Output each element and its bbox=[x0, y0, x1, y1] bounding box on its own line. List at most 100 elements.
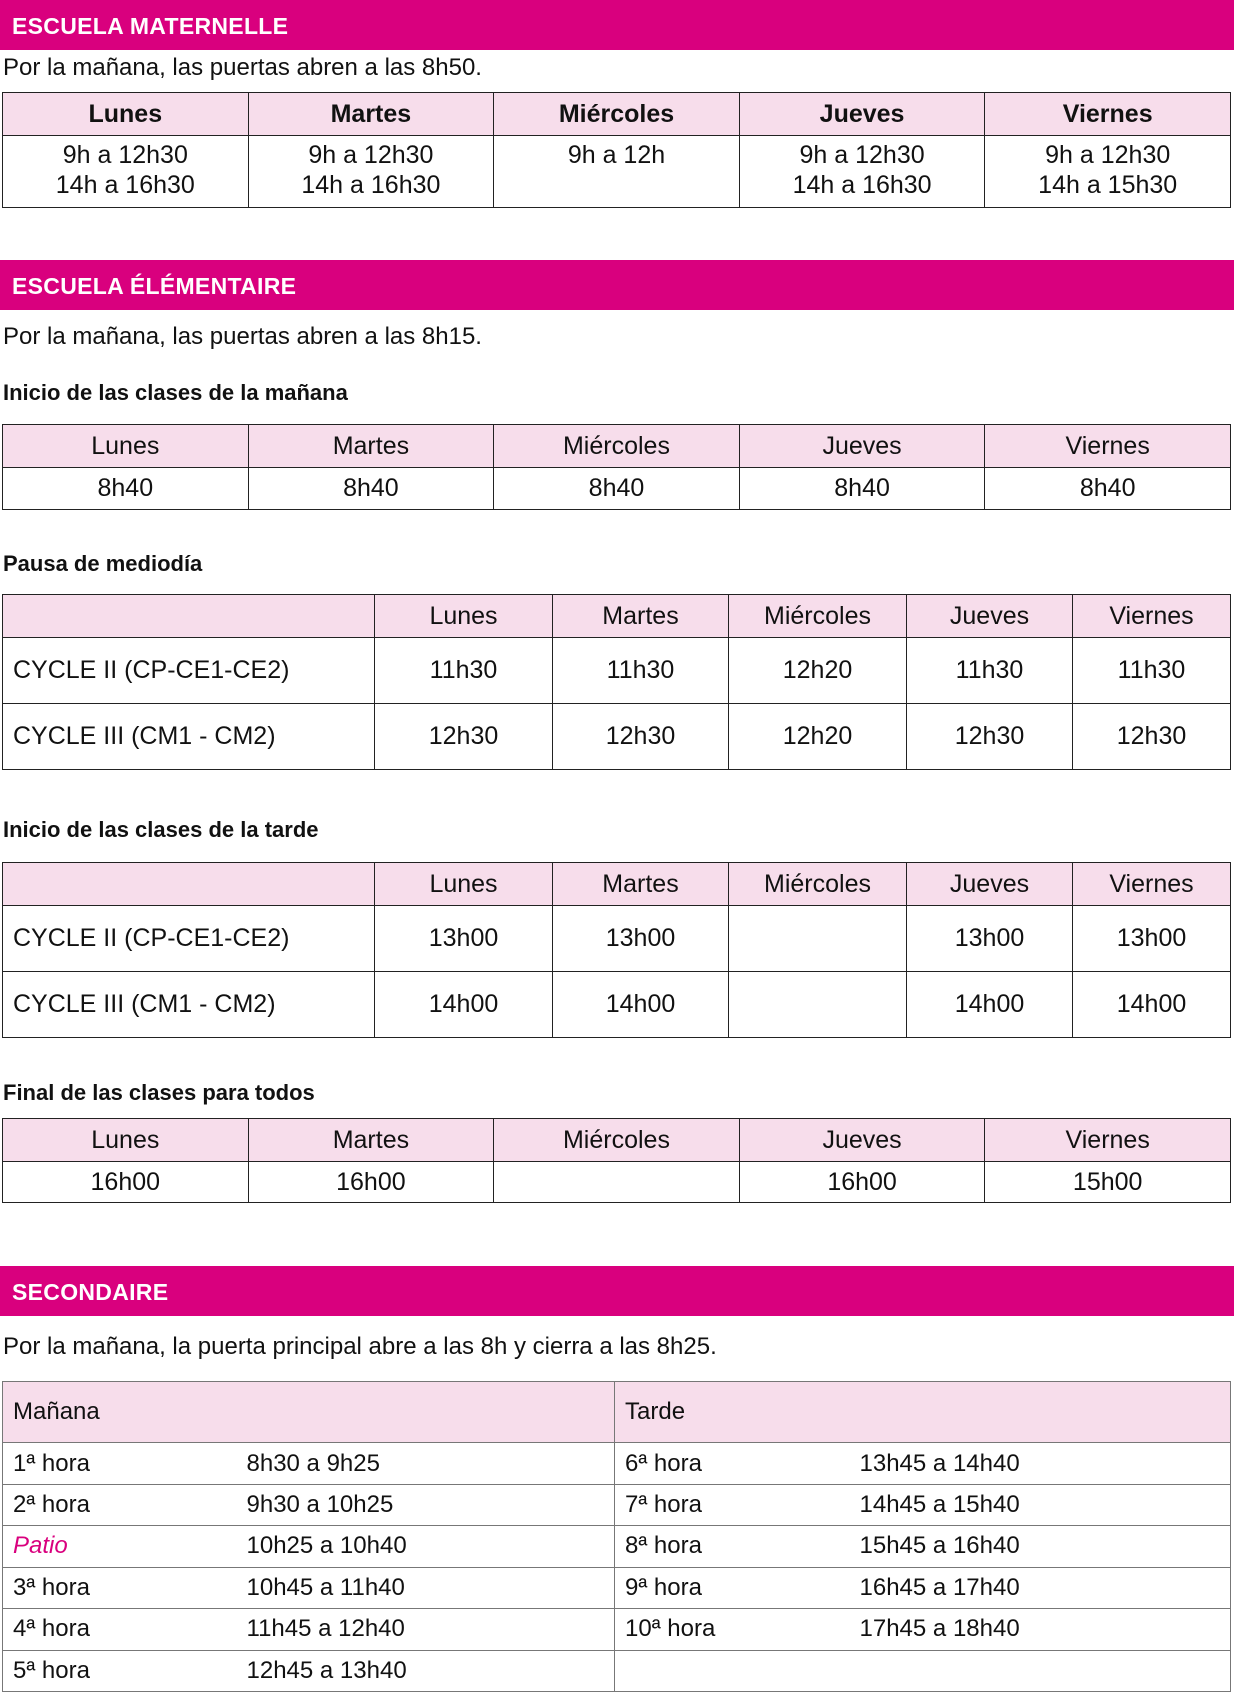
period-time: 12h45 a 13h40 bbox=[236, 1649, 616, 1693]
time-cell: 16h00 bbox=[738, 1161, 986, 1203]
time-cell: 11h30 bbox=[374, 637, 553, 704]
period-time bbox=[849, 1649, 1231, 1693]
time-cell: 14h00 bbox=[374, 971, 553, 1038]
period-name: 6ª hora bbox=[614, 1442, 850, 1485]
morning-hours: 9h a 12h bbox=[567, 141, 666, 169]
morning-hours: 9h a 12h30 bbox=[62, 141, 188, 169]
table-row: 3ª hora 10h45 a 11h40 9ª hora 16h45 a 17h40 bbox=[2, 1566, 1231, 1610]
empty-header bbox=[2, 594, 375, 638]
time-cell: 14h00 bbox=[906, 971, 1073, 1038]
day-header: Jueves bbox=[906, 594, 1073, 638]
time-cell: 16h00 bbox=[247, 1161, 495, 1203]
period-time: 10h45 a 11h40 bbox=[236, 1566, 616, 1610]
time-cell: 12h30 bbox=[552, 703, 729, 770]
time-cell: 13h00 bbox=[1072, 905, 1231, 972]
period-time: 16h45 a 17h40 bbox=[849, 1566, 1231, 1610]
period-name: 7ª hora bbox=[614, 1483, 850, 1527]
period-name: 3ª hora bbox=[2, 1566, 237, 1610]
time-cell: 13h00 bbox=[374, 905, 553, 972]
time-cell bbox=[728, 971, 907, 1038]
day-header: Jueves bbox=[738, 92, 986, 136]
period-name: 4ª hora bbox=[2, 1608, 237, 1651]
cycle-label: CYCLE II (CP-CE1-CE2) bbox=[2, 637, 375, 704]
table-row: 2ª hora 9h30 a 10h25 7ª hora 14h45 a 15h40 bbox=[2, 1483, 1231, 1527]
time-cell: 11h30 bbox=[552, 637, 729, 704]
day-header: Miércoles bbox=[728, 862, 907, 906]
morning-hours: 9h a 12h30 bbox=[308, 141, 434, 169]
schedule-cell: 9h a 12h30 14h a 16h30 bbox=[738, 135, 986, 208]
day-header: Martes bbox=[247, 1118, 495, 1162]
schedule-cell: 9h a 12h30 14h a 16h30 bbox=[2, 135, 249, 208]
day-header: Viernes bbox=[1072, 862, 1231, 906]
table-row: 1ª hora 8h30 a 9h25 6ª hora 13h45 a 14h40 bbox=[2, 1442, 1231, 1485]
day-header: Miércoles bbox=[493, 424, 740, 468]
day-header: Martes bbox=[247, 424, 495, 468]
time-cell: 14h00 bbox=[1072, 971, 1231, 1038]
time-cell: 12h20 bbox=[728, 703, 907, 770]
time-cell: 12h30 bbox=[374, 703, 553, 770]
section-header-secondaire: SECONDAIRE bbox=[0, 1266, 1234, 1316]
day-header: Miércoles bbox=[728, 594, 907, 638]
secondaire-table: Mañana Tarde 1ª hora 8h30 a 9h25 6ª hora 13… bbox=[1, 1380, 1231, 1693]
maternelle-note: Por la mañana, las puertas abren a las 8… bbox=[3, 54, 482, 81]
period-time: 13h45 a 14h40 bbox=[849, 1442, 1231, 1485]
table-row: CYCLE III (CM1 - CM2) 14h00 14h00 14h00 14h0… bbox=[2, 971, 1231, 1038]
afternoon-hours: 14h a 16h30 bbox=[55, 171, 195, 199]
period-time: 15h45 a 16h40 bbox=[849, 1525, 1231, 1568]
empty-header bbox=[2, 862, 375, 906]
time-cell: 8h40 bbox=[493, 467, 740, 510]
day-header: Miércoles bbox=[493, 1118, 740, 1162]
afternoon-hours: 14h a 16h30 bbox=[792, 171, 932, 199]
period-name: 1ª hora bbox=[2, 1442, 237, 1485]
afternoon-start-table: Lunes Martes Miércoles Jueves Viernes CYCLE I… bbox=[2, 862, 1231, 1038]
table-row: CYCLE II (CP-CE1-CE2) 11h30 11h30 12h20 11h3… bbox=[2, 637, 1231, 704]
day-header: Lunes bbox=[2, 1118, 249, 1162]
period-name: 10ª hora bbox=[614, 1608, 850, 1651]
period-name: Patio bbox=[2, 1525, 237, 1568]
time-cell: 13h00 bbox=[906, 905, 1073, 972]
cycle-label: CYCLE II (CP-CE1-CE2) bbox=[2, 905, 375, 972]
day-header: Lunes bbox=[2, 92, 249, 136]
section-header-elementaire: ESCUELA ÉLÉMENTAIRE bbox=[0, 260, 1234, 310]
end-table: Lunes Martes Miércoles Jueves Viernes 16h00 16… bbox=[2, 1118, 1231, 1203]
schedule-cell: 9h a 12h30 14h a 16h30 bbox=[247, 135, 495, 208]
cycle-label: CYCLE III (CM1 - CM2) bbox=[2, 971, 375, 1038]
day-header: Jueves bbox=[738, 1118, 986, 1162]
morning-start-table: Lunes Martes Miércoles Jueves Viernes 8h40 8h4… bbox=[2, 424, 1231, 510]
afternoon-start-heading: Inicio de las clases de la tarde bbox=[3, 817, 319, 842]
period-time: 8h30 a 9h25 bbox=[236, 1442, 616, 1485]
table-row: 4ª hora 11h45 a 12h40 10ª hora 17h45 a 18h4… bbox=[2, 1608, 1231, 1651]
schedule-cell: 9h a 12h bbox=[493, 135, 740, 208]
day-header: Martes bbox=[552, 862, 729, 906]
day-header: Martes bbox=[247, 92, 495, 136]
period-name: 2ª hora bbox=[2, 1483, 237, 1527]
period-time: 14h45 a 15h40 bbox=[849, 1483, 1231, 1527]
time-cell: 15h00 bbox=[984, 1161, 1231, 1203]
day-header: Jueves bbox=[738, 424, 986, 468]
afternoon-hours: 14h a 15h30 bbox=[1038, 171, 1178, 199]
end-heading: Final de las clases para todos bbox=[3, 1080, 315, 1105]
time-cell: 8h40 bbox=[738, 467, 986, 510]
time-cell bbox=[728, 905, 907, 972]
day-header: Jueves bbox=[906, 862, 1073, 906]
afternoon-hours: 14h a 16h30 bbox=[301, 171, 441, 199]
time-cell: 12h30 bbox=[906, 703, 1073, 770]
table-row: CYCLE II (CP-CE1-CE2) 13h00 13h00 13h00 13h0… bbox=[2, 905, 1231, 972]
day-header: Lunes bbox=[374, 862, 553, 906]
table-row: Patio 10h25 a 10h40 8ª hora 15h45 a 16h40 bbox=[2, 1525, 1231, 1568]
maternelle-table: Lunes Martes Miércoles Jueves Viernes 9h a 1… bbox=[2, 92, 1231, 208]
morning-hours: 9h a 12h30 bbox=[799, 141, 925, 169]
afternoon-column-header: Tarde bbox=[614, 1380, 1231, 1444]
time-cell: 8h40 bbox=[984, 467, 1231, 510]
period-time: 17h45 a 18h40 bbox=[849, 1608, 1231, 1651]
period-name: 9ª hora bbox=[614, 1566, 850, 1610]
day-header: Viernes bbox=[1072, 594, 1231, 638]
table-row: CYCLE III (CM1 - CM2) 12h30 12h30 12h20 12h3… bbox=[2, 703, 1231, 770]
secondaire-note: Por la mañana, la puerta principal abre … bbox=[3, 1333, 717, 1360]
time-cell: 12h20 bbox=[728, 637, 907, 704]
table-row: 5ª hora 12h45 a 13h40 bbox=[2, 1649, 1231, 1693]
day-header: Martes bbox=[552, 594, 729, 638]
morning-column-header: Mañana bbox=[1, 1380, 616, 1444]
midday-table: Lunes Martes Miércoles Jueves Viernes CYCLE I… bbox=[2, 594, 1231, 770]
day-header: Viernes bbox=[984, 1118, 1231, 1162]
